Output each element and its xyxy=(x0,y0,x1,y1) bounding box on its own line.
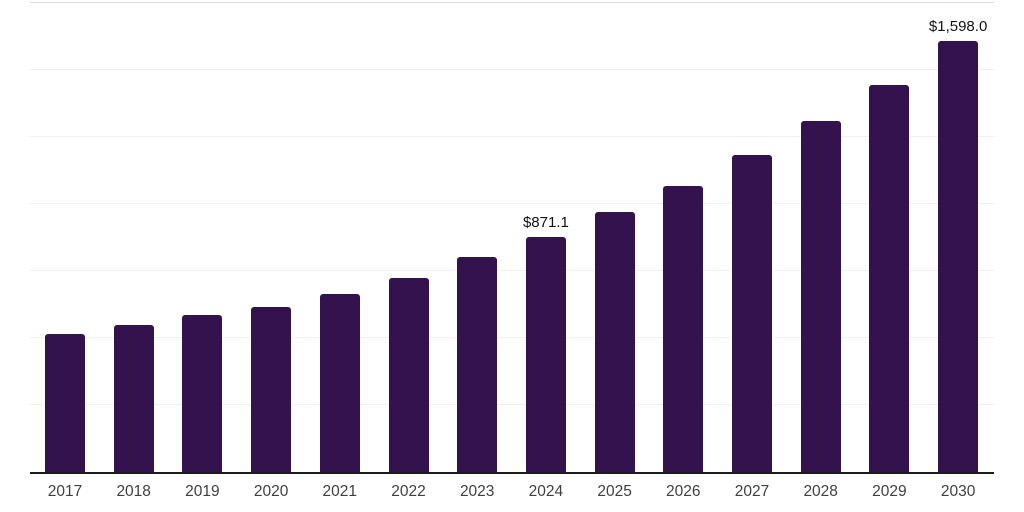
bar-2021 xyxy=(319,294,360,472)
bar-2019 xyxy=(182,315,223,472)
x-tick-label-2025: 2025 xyxy=(597,483,632,500)
gridline xyxy=(30,404,994,405)
bar-2030 xyxy=(938,41,979,472)
gridline xyxy=(30,337,994,338)
bar-2024 xyxy=(525,237,566,472)
bar-value-label-2030: $1,598.0 xyxy=(928,18,988,35)
x-tick-label-2017: 2017 xyxy=(47,483,83,500)
x-tick-label-2023: 2023 xyxy=(459,483,495,500)
gridline xyxy=(30,2,994,3)
x-tick-label-2024: 2024 xyxy=(528,483,564,500)
gridline xyxy=(30,270,994,271)
bar-2026 xyxy=(663,186,704,472)
x-axis: 2017 2018 2019 2020 2021 2022 2023 2024 2025 2026… xyxy=(0,482,1024,506)
x-tick-label-2030: 2030 xyxy=(940,483,976,500)
x-tick-label-2026: 2026 xyxy=(666,483,701,500)
bar-2028 xyxy=(800,121,841,472)
bar-2018 xyxy=(113,325,154,472)
x-tick-label-2020: 2020 xyxy=(253,483,289,500)
bar-2023 xyxy=(457,257,498,472)
x-tick-label-2022: 2022 xyxy=(391,483,426,500)
x-tick-label-2029: 2029 xyxy=(872,483,907,500)
bar-2020 xyxy=(251,307,292,472)
bar-2027 xyxy=(732,155,772,472)
bar-2025 xyxy=(594,212,635,472)
x-tick-label-2019: 2019 xyxy=(185,483,220,500)
bar-2017 xyxy=(45,334,85,472)
gridline xyxy=(30,69,994,70)
gridline xyxy=(30,136,994,137)
plot-area: $871.1 $1,598.0 xyxy=(30,2,994,474)
x-tick-label-2021: 2021 xyxy=(322,483,358,500)
x-tick-label-2018: 2018 xyxy=(116,483,151,500)
x-tick-label-2027: 2027 xyxy=(734,483,770,500)
gridline xyxy=(30,203,994,204)
bar-2022 xyxy=(388,278,429,472)
x-tick-label-2028: 2028 xyxy=(803,483,838,500)
bar-value-label-2024: $871.1 xyxy=(522,214,569,231)
bar-2029 xyxy=(869,85,910,472)
